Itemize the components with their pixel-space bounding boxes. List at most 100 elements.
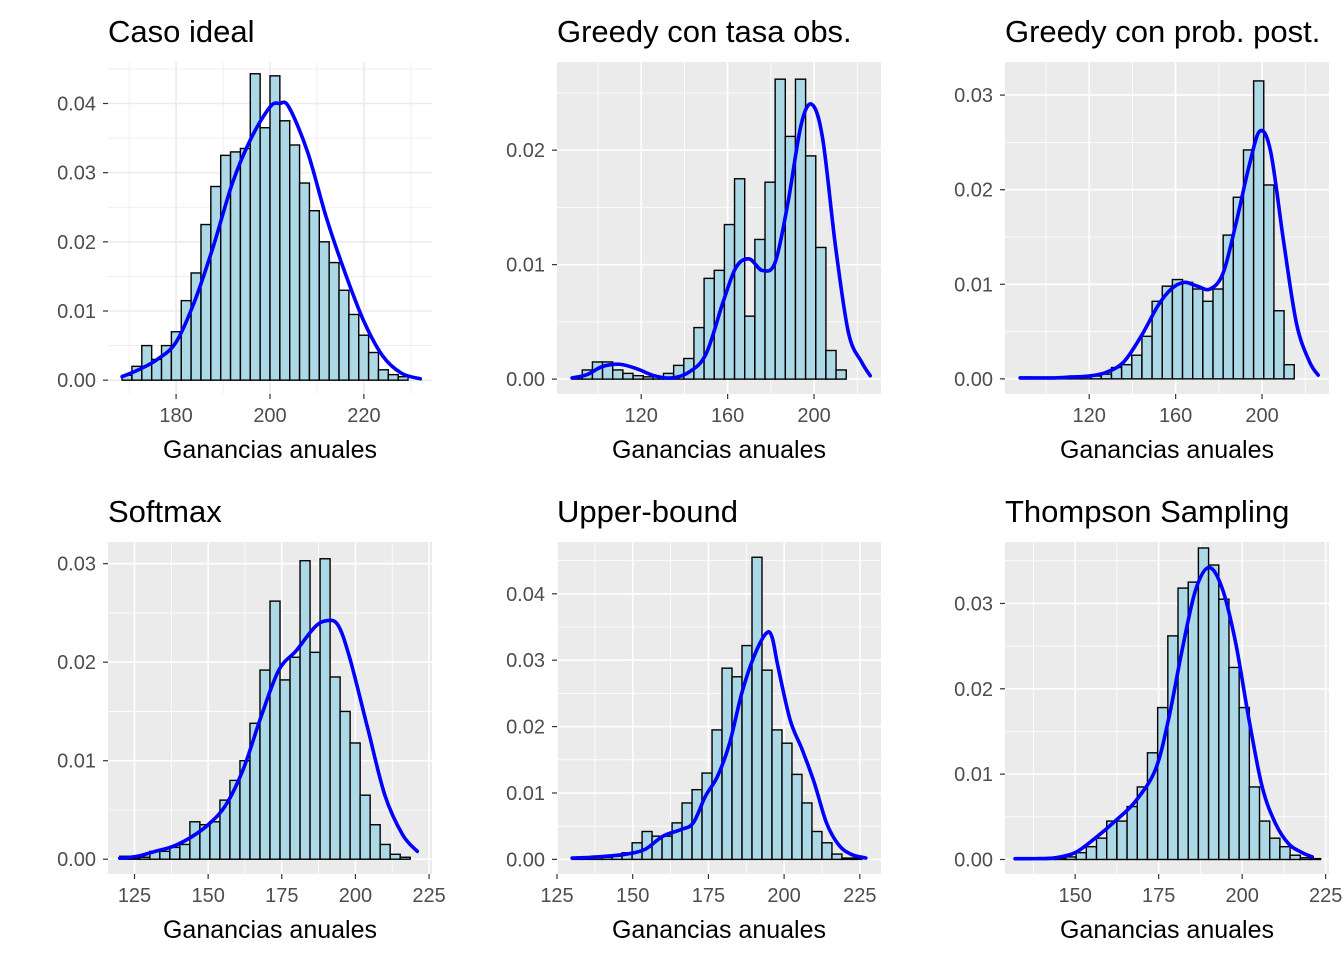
- y-tick-label: 0.03: [954, 85, 993, 107]
- y-tick-label: 0.00: [57, 370, 96, 392]
- density-curve: [117, 618, 420, 861]
- histogram-bar: [681, 802, 693, 861]
- y-tick-label: 0.03: [506, 650, 545, 672]
- x-tick-label: 200: [1225, 885, 1258, 907]
- y-tick-label: 0.02: [506, 140, 545, 162]
- x-axis-label: Ganancias anuales: [1060, 916, 1274, 944]
- histogram-bar: [1212, 288, 1224, 380]
- histogram-bar: [1279, 845, 1291, 861]
- x-tick-label: 225: [1309, 885, 1342, 907]
- y-tick-label: 0.01: [506, 255, 545, 277]
- histogram-bar: [328, 261, 340, 381]
- x-tick-label: 150: [191, 885, 224, 907]
- histogram-bar: [389, 853, 401, 860]
- x-tick-label: 200: [339, 885, 372, 907]
- y-tick-label: 0.00: [954, 849, 993, 871]
- x-tick-label: 150: [1058, 885, 1091, 907]
- histogram-bar: [1258, 820, 1271, 861]
- histogram-bar: [298, 182, 311, 381]
- x-tick-label: 200: [253, 405, 286, 427]
- x-tick-label: 200: [767, 885, 800, 907]
- histogram-bar: [1309, 857, 1322, 861]
- histogram-bar: [831, 853, 843, 861]
- histogram-bar: [1131, 354, 1143, 380]
- chart-panel: 180 200 220 0.00 0.01 0.02 0.03 0.04 Caso ideal G…: [57, 14, 432, 464]
- histogram-bar: [1095, 837, 1108, 861]
- histogram-bar: [189, 821, 201, 860]
- histogram-bar: [1085, 845, 1098, 861]
- histogram-bar: [1075, 851, 1088, 861]
- histogram-bar: [835, 369, 847, 380]
- histogram-bar: [764, 181, 776, 380]
- x-tick-label: 120: [1073, 405, 1106, 427]
- histogram-bar: [200, 223, 212, 381]
- density-curve: [570, 630, 868, 860]
- histogram-bar: [622, 372, 634, 380]
- y-tick-label: 0.01: [954, 274, 993, 296]
- histogram-bar: [399, 856, 411, 860]
- y-tick-label: 0.02: [506, 717, 545, 739]
- histogram-bar: [338, 289, 350, 381]
- histogram-bar: [1192, 288, 1204, 380]
- x-axis-label: Ganancias anuales: [1060, 436, 1274, 464]
- chart-panel: 125 150 175 200 225 0.00 0.01 0.02 0.03 Softmax Ga…: [57, 494, 446, 944]
- histogram-bar: [269, 75, 281, 381]
- histogram-bar: [1187, 581, 1200, 861]
- chart-panel: 125 150 175 200 225 0.00 0.01 0.02 0.03 0.04 Upper…: [506, 494, 881, 944]
- histogram-bar: [1218, 598, 1230, 861]
- density-curve: [1018, 128, 1320, 380]
- histogram-bar: [397, 376, 409, 381]
- chart-panel: 120 160 200 0.00 0.01 0.02 0.03 Greedy con prob…: [954, 14, 1329, 464]
- y-tick-label: 0.02: [57, 232, 96, 254]
- y-tick-label: 0.01: [954, 764, 993, 786]
- histogram-bar: [289, 656, 301, 860]
- x-axis-label: Ganancias anuales: [612, 436, 826, 464]
- y-tick-label: 0.00: [57, 849, 96, 871]
- y-tick-label: 0.00: [506, 849, 545, 871]
- x-tick-label: 120: [625, 405, 658, 427]
- x-tick-label: 200: [797, 405, 830, 427]
- histogram-bar: [1263, 184, 1275, 380]
- histogram-bar: [1299, 857, 1312, 861]
- histogram-bar: [239, 147, 251, 381]
- histogram-bar: [308, 210, 321, 381]
- chart-panel: 120 160 200 0.00 0.01 0.02 Greedy con tasa obs…: [506, 14, 881, 464]
- x-tick-label: 175: [265, 885, 298, 907]
- x-axis-label: Ganancias anuales: [163, 916, 377, 944]
- histogram-bar: [1202, 300, 1214, 380]
- histogram-bar: [751, 556, 763, 861]
- histogram-bar: [815, 246, 827, 380]
- y-tick-label: 0.01: [57, 751, 96, 773]
- density-curve: [570, 102, 872, 380]
- histogram-bar: [367, 351, 380, 381]
- histogram-bar: [1141, 335, 1153, 380]
- histogram-bar: [781, 742, 793, 861]
- histogram-bar: [693, 326, 705, 380]
- y-tick-label: 0.02: [954, 679, 993, 701]
- density-curve: [120, 100, 423, 381]
- histogram-bar: [791, 773, 803, 861]
- histogram-bar: [744, 315, 756, 380]
- y-tick-label: 0.03: [57, 163, 96, 185]
- chart-title: Caso ideal: [108, 14, 254, 49]
- x-tick-label: 200: [1245, 405, 1278, 427]
- chart-title: Upper-bound: [557, 494, 738, 529]
- x-tick-label: 160: [1159, 405, 1192, 427]
- y-tick-label: 0.02: [954, 180, 993, 202]
- histogram-bar: [811, 830, 823, 861]
- histogram-bar: [711, 729, 723, 861]
- y-tick-label: 0.01: [506, 783, 545, 805]
- histogram-bar: [1228, 666, 1240, 861]
- x-axis-label: Ganancias anuales: [163, 436, 377, 464]
- histogram-bar: [1269, 837, 1281, 861]
- histogram-bar: [801, 802, 813, 861]
- histogram-bar: [259, 127, 271, 381]
- x-tick-label: 180: [159, 405, 192, 427]
- x-tick-label: 125: [118, 885, 151, 907]
- histogram-bar: [761, 669, 773, 861]
- histogram-bar: [318, 241, 330, 381]
- histogram-bar: [632, 374, 644, 380]
- x-tick-label: 175: [692, 885, 725, 907]
